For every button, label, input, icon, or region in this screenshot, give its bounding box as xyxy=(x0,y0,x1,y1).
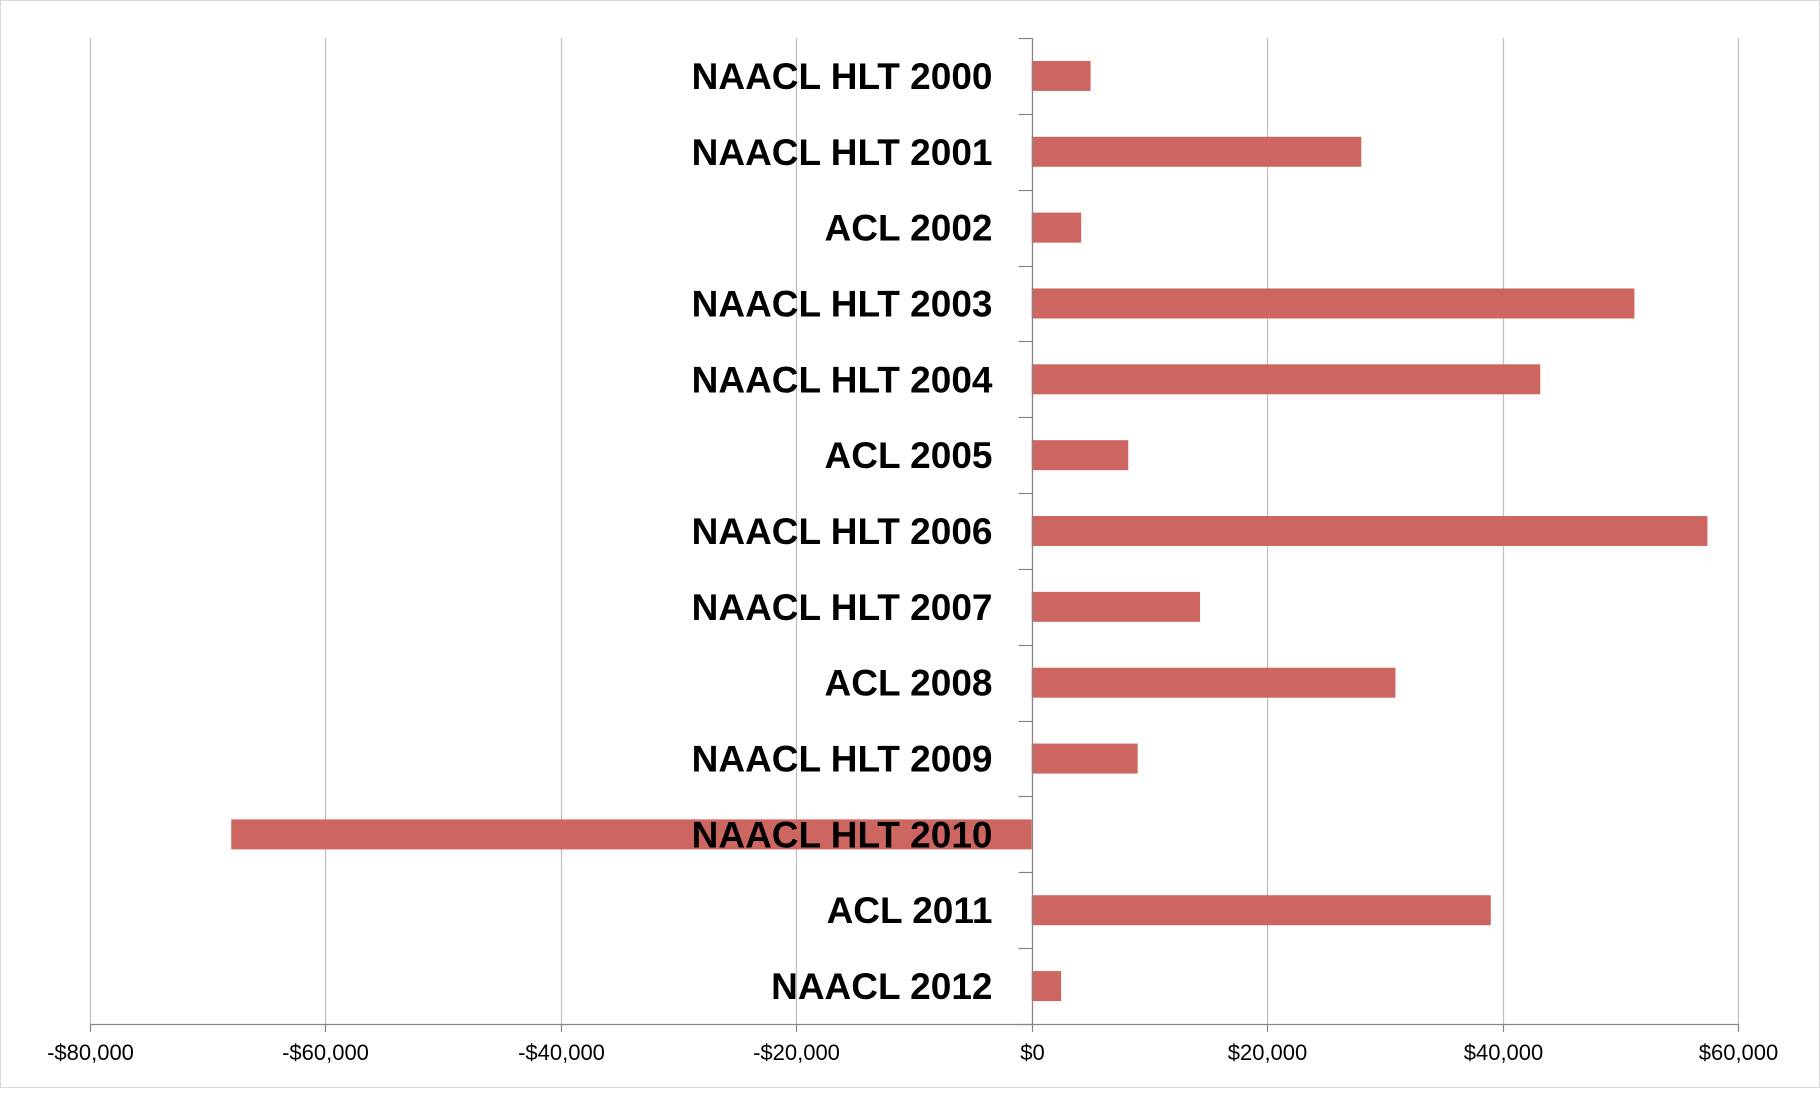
bars xyxy=(231,60,1708,1002)
x-tick-label: $0 xyxy=(1020,1040,1044,1065)
axes xyxy=(89,37,1740,1032)
category-label: ACL 2002 xyxy=(825,208,993,249)
bar xyxy=(1031,743,1138,774)
category-label: NAACL HLT 2003 xyxy=(692,283,993,324)
bar xyxy=(1031,288,1635,319)
category-label: NAACL HLT 2006 xyxy=(692,511,993,552)
category-label: NAACL HLT 2001 xyxy=(692,132,993,173)
x-tick-label: -$20,000 xyxy=(753,1040,840,1065)
bar xyxy=(1031,971,1062,1002)
bar xyxy=(1031,364,1541,395)
x-tick-label: $60,000 xyxy=(1699,1040,1779,1065)
bar xyxy=(1031,212,1082,243)
bar xyxy=(1031,591,1201,622)
category-label: NAACL HLT 2004 xyxy=(692,359,993,400)
category-label: ACL 2008 xyxy=(825,663,993,704)
bar xyxy=(1031,440,1129,471)
bar xyxy=(1031,516,1708,546)
category-label: NAACL HLT 2000 xyxy=(692,56,993,97)
x-tick-label: -$80,000 xyxy=(47,1040,134,1065)
category-label: NAACL HLT 2010 xyxy=(692,814,993,855)
x-tick-label: -$40,000 xyxy=(518,1040,605,1065)
x-tick-label: $40,000 xyxy=(1464,1040,1544,1065)
bar xyxy=(1031,136,1362,167)
bar xyxy=(231,819,1032,850)
category-label: NAACL 2012 xyxy=(771,966,992,1007)
category-label: ACL 2011 xyxy=(827,890,993,931)
bar xyxy=(1031,667,1396,698)
category-label: NAACL HLT 2009 xyxy=(692,739,993,780)
category-labels: NAACL HLT 2000 NAACL HLT 2001 ACL 2002 NAAC… xyxy=(692,56,993,1007)
tick-labels: -$80,000 -$60,000 -$40,000 -$20,000 $0 $20,00… xyxy=(47,1040,1778,1065)
category-label: ACL 2005 xyxy=(825,435,993,476)
category-label: NAACL HLT 2007 xyxy=(692,587,993,628)
bar xyxy=(1031,895,1491,926)
x-tick-label: $20,000 xyxy=(1228,1040,1308,1065)
bar xyxy=(1031,60,1091,91)
x-tick-label: -$60,000 xyxy=(282,1040,369,1065)
